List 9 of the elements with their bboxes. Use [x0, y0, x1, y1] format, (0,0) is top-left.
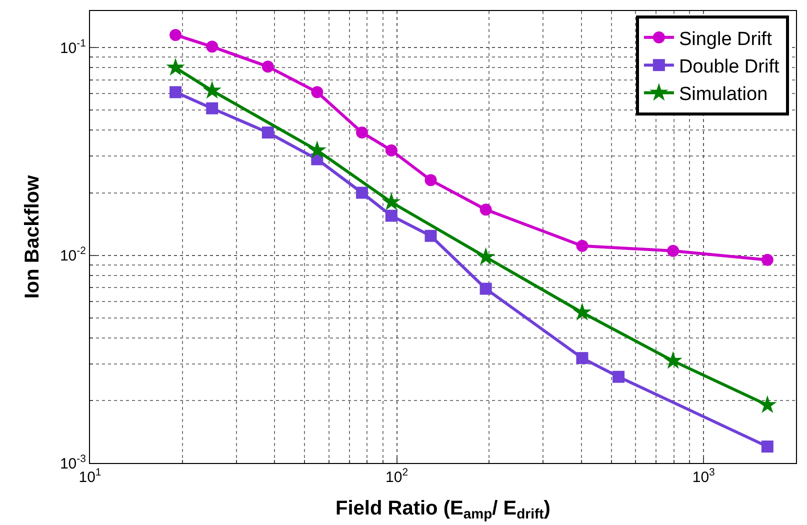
legend-label: Double Drift	[678, 56, 780, 78]
y-axis-title: Ion Backflow	[21, 174, 44, 299]
legend-label: Single Drift	[678, 28, 773, 50]
legend-label: Simulation	[678, 84, 768, 106]
x-axis-title: Field Ratio (E$_{amp}$/ E$_{drift}$)	[336, 498, 550, 522]
y-tick-label: 10$^{-1}$	[60, 38, 86, 57]
x-tick-label: 10$^{3}$	[692, 466, 716, 486]
y-tick-label: 10$^{-2}$	[60, 245, 86, 265]
x-tick-label: 10$^{2}$	[386, 466, 408, 486]
